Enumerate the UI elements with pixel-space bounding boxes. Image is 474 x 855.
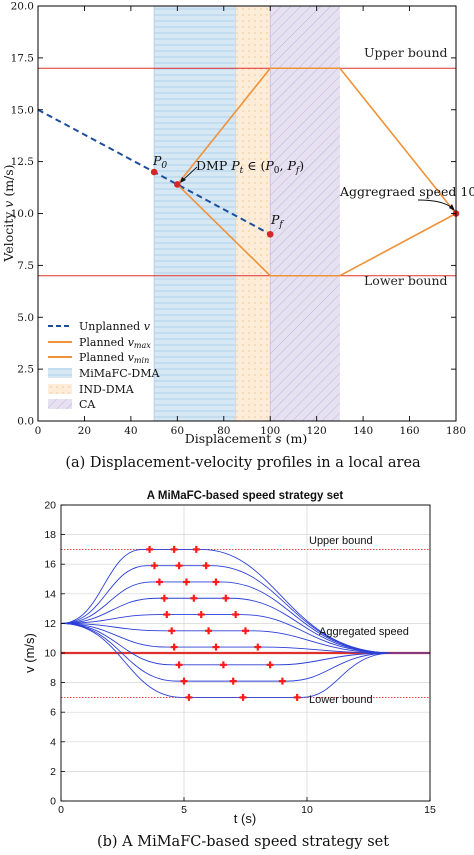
y-tick-label: 10 (44, 648, 56, 660)
x-tick-label: 15 (424, 804, 436, 816)
legend-label-mimafc: MiMaFC-DMA (79, 367, 160, 380)
series-planned-vmax (176, 67, 457, 214)
legend-swatch-mimafc (48, 368, 72, 378)
strategy-curve (60, 622, 430, 654)
point-pf (266, 230, 274, 238)
x-tick-label: 80 (217, 425, 230, 437)
annotation-aggregated-speed: Aggregraed speed 10m/s (339, 184, 474, 199)
legend-swatch-ca (48, 399, 72, 409)
x-tick-label: 5 (181, 804, 187, 816)
chart-b-hline-label-lower: Lower bound (309, 694, 373, 706)
y-tick-label: 0 (50, 796, 56, 808)
chart-a-ticks: 0 20 40 60 80 100 120 140 160 180 0.0 2.5 5.0 7.5 10.0… (11, 1, 466, 438)
legend-label-vmin: Planned vmin (79, 351, 149, 365)
legend-swatch-ind (48, 384, 72, 394)
annotation-aggregated-arrowhead (449, 204, 455, 211)
chart-b-title: A MiMaFC-based speed strategy set (147, 490, 344, 502)
x-tick-label: 20 (78, 425, 91, 437)
x-tick-label: 100 (260, 425, 280, 437)
chart-b-hline-label-upper: Upper bound (309, 535, 373, 547)
chart-a-ylabel: Velocity v (m/s) (1, 164, 16, 262)
y-tick-label: 16 (44, 559, 56, 571)
chart-a: 0 20 40 60 80 100 120 140 160 180 0.0 2.5 5.0 7.5 10.0… (1, 1, 474, 447)
y-tick-label: 14 (44, 588, 56, 600)
strategy-curve (60, 597, 430, 654)
legend-label-unplanned: Unplanned v (79, 320, 151, 333)
y-tick-label: 12.5 (11, 156, 34, 168)
point-p0 (150, 168, 158, 176)
x-tick-label: 180 (446, 425, 466, 437)
chart-b: A MiMaFC-based speed strategy set 0 5 10 15… (22, 490, 436, 826)
x-tick-label: 140 (353, 425, 373, 437)
point-dmp (174, 181, 181, 188)
region-ca (270, 6, 340, 421)
strategy-curve (60, 565, 430, 654)
y-tick-label: 8 (50, 677, 56, 689)
y-tick-label: 0.0 (17, 416, 34, 428)
y-tick-label: 20.0 (11, 1, 34, 13)
x-tick-label: 0 (35, 425, 42, 437)
chart-b-curves (60, 548, 430, 698)
chart-a-caption: (a) Displacement-velocity profiles in a … (65, 455, 421, 471)
region-mimafc-dma (154, 6, 236, 421)
y-tick-label: 5.0 (17, 312, 34, 324)
y-tick-label: 6 (50, 707, 56, 719)
x-tick-label: 160 (400, 425, 420, 437)
chart-b-hline-label-aggregated: Aggregated speed (319, 626, 409, 638)
y-tick-label: 2.5 (17, 364, 34, 376)
x-tick-label: 40 (124, 425, 137, 437)
x-tick-label: 120 (307, 425, 327, 437)
chart-b-xlabel: t (s) (234, 811, 256, 826)
y-tick-label: 10.0 (11, 208, 34, 220)
legend-label-ca: CA (79, 398, 96, 411)
chart-b-caption: (b) A MiMaFC-based speed strategy set (97, 834, 389, 850)
x-tick-label: 0 (58, 804, 64, 816)
chart-a-xlabel: Displacement s (m) (185, 431, 308, 446)
strategy-curve (60, 614, 430, 654)
chart-a-legend: Unplanned v Planned vmax Planned vmin Mi… (48, 320, 160, 411)
chart-a-hline-label-lower: Lower bound (364, 273, 448, 288)
legend-label-ind: IND-DMA (79, 383, 135, 396)
y-tick-label: 15.0 (11, 104, 34, 116)
y-tick-label: 12 (44, 618, 56, 630)
chart-a-bound-lines (38, 67, 456, 277)
legend-label-vmax: Planned vmax (79, 336, 151, 350)
chart-b-ylabel: v (m/s) (22, 633, 37, 673)
annotation-dmp-arrow (182, 166, 198, 181)
y-tick-label: 4 (50, 736, 56, 748)
x-tick-label: 60 (171, 425, 184, 437)
y-tick-label: 7.5 (17, 260, 34, 272)
chart-a-hline-label-upper: Upper bound (364, 45, 448, 60)
strategy-curve (60, 622, 430, 698)
strategy-curve (60, 581, 430, 654)
series-planned-vmin (176, 183, 457, 277)
y-tick-label: 17.5 (11, 52, 34, 64)
strategy-curve (60, 548, 430, 654)
y-tick-label: 20 (44, 500, 56, 512)
chart-a-regions (153, 6, 340, 421)
chart-b-ticks: 0 5 10 15 0 2 4 6 8 10 12 14 16 18 20 (44, 500, 436, 817)
x-tick-label: 10 (301, 804, 313, 816)
strategy-curve (60, 622, 430, 654)
annotation-dmp-arrowhead (180, 177, 186, 183)
y-tick-label: 2 (50, 766, 56, 778)
y-tick-label: 18 (44, 529, 56, 541)
chart-b-markers (146, 545, 301, 701)
